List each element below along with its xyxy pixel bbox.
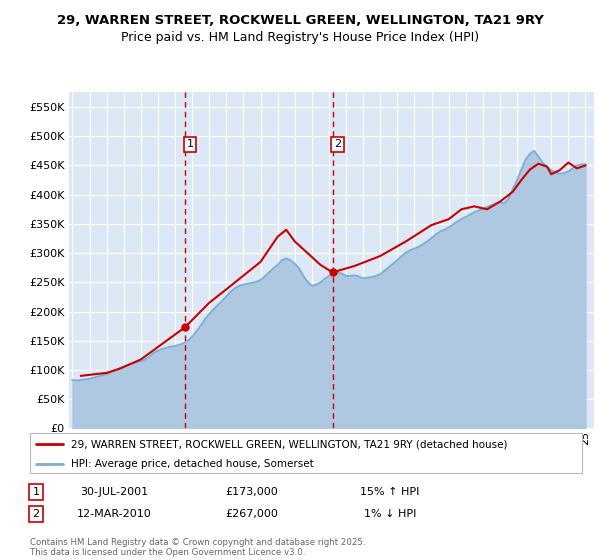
Text: 15% ↑ HPI: 15% ↑ HPI xyxy=(361,487,419,497)
Text: 2: 2 xyxy=(334,139,341,150)
Text: 1% ↓ HPI: 1% ↓ HPI xyxy=(364,509,416,519)
Text: Contains HM Land Registry data © Crown copyright and database right 2025.
This d: Contains HM Land Registry data © Crown c… xyxy=(30,538,365,557)
Text: 30-JUL-2001: 30-JUL-2001 xyxy=(80,487,148,497)
Text: Price paid vs. HM Land Registry's House Price Index (HPI): Price paid vs. HM Land Registry's House … xyxy=(121,31,479,44)
Text: 1: 1 xyxy=(187,139,194,150)
Text: HPI: Average price, detached house, Somerset: HPI: Average price, detached house, Some… xyxy=(71,459,314,469)
Text: 12-MAR-2010: 12-MAR-2010 xyxy=(77,509,151,519)
Text: £173,000: £173,000 xyxy=(226,487,278,497)
Text: 1: 1 xyxy=(32,487,40,497)
Text: £267,000: £267,000 xyxy=(226,509,278,519)
Text: 29, WARREN STREET, ROCKWELL GREEN, WELLINGTON, TA21 9RY (detached house): 29, WARREN STREET, ROCKWELL GREEN, WELLI… xyxy=(71,439,508,449)
Text: 29, WARREN STREET, ROCKWELL GREEN, WELLINGTON, TA21 9RY: 29, WARREN STREET, ROCKWELL GREEN, WELLI… xyxy=(56,14,544,27)
Text: 2: 2 xyxy=(32,509,40,519)
